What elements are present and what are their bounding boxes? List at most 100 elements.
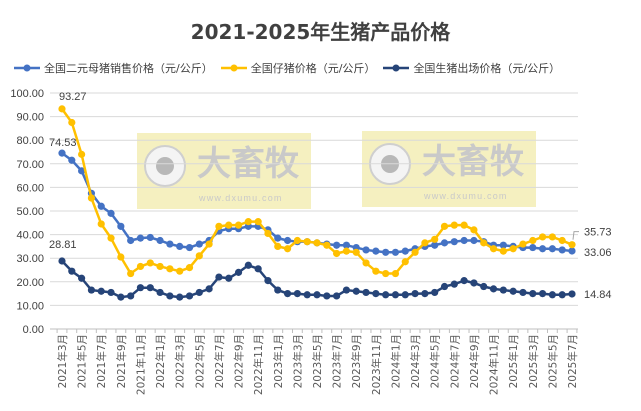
data-point — [225, 221, 233, 229]
data-point — [411, 290, 419, 298]
data-point — [568, 241, 576, 249]
data-point — [362, 259, 370, 267]
data-point — [342, 247, 351, 255]
data-point — [146, 284, 154, 292]
data-point — [352, 248, 360, 256]
x-tick-label: 2023年5月 — [311, 334, 324, 388]
watermark-logo-pupil — [156, 157, 174, 175]
y-tick-label: 90.00 — [16, 112, 44, 124]
data-point — [303, 291, 311, 299]
data-point — [548, 245, 556, 253]
data-point — [274, 286, 282, 294]
y-tick-label: 60.00 — [16, 182, 44, 194]
data-point — [450, 280, 458, 288]
x-tick-label: 2025年3月 — [527, 334, 540, 388]
data-point — [127, 269, 135, 278]
data-label: 33.06 — [584, 247, 612, 259]
x-tick-label: 2024年9月 — [468, 334, 481, 388]
data-point — [529, 290, 537, 298]
data-point — [450, 238, 458, 246]
data-point — [460, 221, 468, 229]
data-point — [548, 291, 556, 299]
legend-marker-sow — [14, 64, 40, 72]
data-point — [58, 105, 66, 113]
legend: 全国二元母猪销售价格（元/公斤） 全国仔猪价格（元/公斤） 全国生猪出场价格（元… — [14, 60, 560, 76]
data-label: 35.73 — [584, 227, 612, 239]
data-point — [283, 236, 292, 245]
legend-label-sow: 全国二元母猪销售价格（元/公斤） — [44, 62, 213, 75]
data-point — [470, 226, 478, 234]
data-point — [519, 240, 527, 248]
data-point — [489, 285, 498, 293]
data-point — [470, 279, 478, 287]
data-point — [431, 241, 439, 249]
data-point — [166, 292, 174, 300]
data-point — [97, 287, 105, 295]
data-point — [382, 269, 390, 278]
x-tick-label: 2024年7月 — [448, 334, 461, 388]
data-point — [372, 247, 380, 255]
data-point — [274, 242, 282, 250]
data-label: 14.84 — [584, 289, 612, 301]
x-tick-label: 2025年5月 — [546, 334, 559, 388]
data-point — [185, 264, 194, 272]
data-point — [372, 290, 380, 298]
legend-item-sow: 全国二元母猪销售价格（元/公斤） — [14, 60, 213, 76]
x-tick-label: 2024年1月 — [389, 334, 402, 388]
data-point — [78, 274, 86, 282]
data-point — [333, 249, 341, 258]
data-point — [342, 286, 351, 294]
data-point — [215, 222, 223, 230]
data-point — [264, 229, 272, 238]
data-point — [68, 267, 76, 275]
data-point — [529, 236, 537, 245]
data-point — [127, 292, 135, 300]
data-point — [97, 220, 105, 228]
data-point — [87, 286, 96, 294]
watermark-2: 大畜牧 www.dxumu.com — [362, 131, 536, 207]
data-label: 28.81 — [49, 239, 77, 251]
x-tick-label: 2021年7月 — [95, 334, 108, 388]
data-point — [176, 267, 184, 275]
data-point — [244, 218, 252, 226]
data-point — [205, 240, 213, 248]
legend-item-piglet: 全国仔猪价格（元/公斤） — [220, 60, 375, 76]
data-point — [382, 291, 390, 299]
data-point — [450, 221, 458, 229]
watermark-brand: 大畜牧 — [422, 142, 525, 182]
data-point — [136, 262, 145, 271]
data-point — [470, 236, 478, 245]
x-tick-label: 2021年9月 — [115, 334, 128, 388]
data-point — [107, 209, 115, 217]
data-point — [146, 259, 154, 267]
x-tick-label: 2021年3月 — [56, 334, 69, 388]
data-point — [313, 291, 321, 299]
y-tick-label: 30.00 — [16, 253, 44, 265]
data-point — [78, 150, 86, 158]
data-point — [509, 245, 517, 253]
y-tick-label: 80.00 — [16, 135, 44, 147]
data-point — [205, 285, 213, 293]
data-point — [166, 240, 174, 248]
data-point — [136, 284, 145, 292]
data-point — [401, 247, 409, 255]
y-tick-label: 50.00 — [16, 206, 44, 218]
data-point — [568, 247, 576, 255]
data-point — [431, 235, 439, 243]
data-point — [166, 265, 174, 273]
data-point — [195, 252, 203, 260]
x-tick-label: 2022年3月 — [174, 334, 187, 388]
data-point — [283, 290, 292, 298]
x-tick-label: 2024年3月 — [409, 334, 422, 388]
data-point — [58, 257, 66, 265]
data-point — [274, 234, 282, 242]
x-tick-label: 2021年5月 — [76, 334, 89, 388]
data-point — [480, 239, 488, 247]
data-point — [323, 292, 331, 300]
data-point — [558, 246, 566, 254]
data-point — [87, 194, 96, 202]
series-2 — [58, 105, 576, 278]
x-tick-label: 2022年7月 — [213, 334, 226, 388]
data-point — [548, 233, 556, 241]
